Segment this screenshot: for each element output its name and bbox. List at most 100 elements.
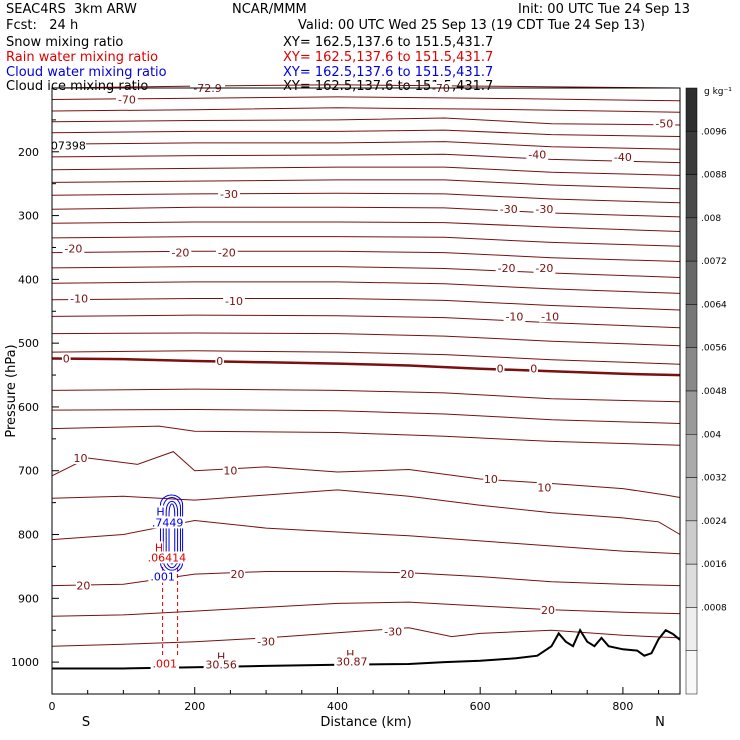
isotherm-label: -40 xyxy=(614,151,632,164)
isotherm-label-background xyxy=(75,579,91,592)
isotherm-line xyxy=(51,107,681,113)
isotherm-line xyxy=(51,425,681,446)
isotherm-line xyxy=(51,571,681,587)
isotherm-line xyxy=(51,129,681,137)
field-xy-snow: XY= 162.5,137.6 to 151.5,431.7 xyxy=(283,35,494,50)
annotation-label: H xyxy=(217,650,225,663)
isotherm-label: -50 xyxy=(655,118,673,131)
colorbar-swatch xyxy=(685,304,698,348)
isotherm-label-background xyxy=(653,117,676,130)
colorbar-label: .0024 xyxy=(701,517,727,527)
isotherm-label: 0 xyxy=(497,363,504,376)
isotherm-label: 20 xyxy=(541,604,555,617)
y-tick-label: 500 xyxy=(18,337,39,350)
isotherm-label: -20 xyxy=(218,247,236,260)
isotherm-line xyxy=(51,179,681,190)
cloud-water-label-background xyxy=(148,570,177,583)
cloud-water-label: .7449 xyxy=(152,516,184,529)
isotherm-line xyxy=(51,388,681,403)
isotherm-label: -10 xyxy=(70,293,88,306)
isotherm-line xyxy=(51,489,681,535)
y-tick-label: 900 xyxy=(18,592,39,605)
isotherm-line xyxy=(51,601,681,617)
isotherm-line xyxy=(51,117,681,126)
isotherm-line xyxy=(51,357,681,377)
forecast-hour: Fcst: 24 h xyxy=(6,18,79,33)
isotherm-line xyxy=(51,266,681,278)
colorbar-unit: g kg⁻¹ xyxy=(704,87,732,97)
isotherm-label: 10 xyxy=(537,481,551,494)
isotherm-label: -70 xyxy=(118,93,136,106)
init-time: Init: 00 UTC Tue 24 Sep 13 xyxy=(518,2,691,17)
isotherm-line xyxy=(51,250,681,262)
colorbar-swatch xyxy=(685,607,698,651)
y-axis-title: Pressure (hPa) xyxy=(4,344,19,437)
annotation-label-background xyxy=(334,655,370,668)
annotation-label: H xyxy=(346,648,354,661)
rain-water-label-background xyxy=(150,657,179,670)
cloud-water-label: H xyxy=(156,506,164,519)
isotherm-label: -10 xyxy=(541,310,559,323)
rain-water-label-background xyxy=(146,551,188,564)
colorbar-label: .0008 xyxy=(701,603,727,613)
valid-time: Valid: 00 UTC Wed 25 Sep 13 (19 CDT Tue … xyxy=(298,18,646,33)
isotherm-label-background xyxy=(539,310,562,323)
colorbar-swatch xyxy=(685,217,698,262)
colorbar-label: .0048 xyxy=(701,387,727,397)
y-tick-label: 700 xyxy=(18,465,39,478)
rain-water-label-background xyxy=(154,541,164,554)
annotation-label-background xyxy=(50,139,86,152)
isotherm-label-background xyxy=(495,362,505,375)
x-tick-label: 600 xyxy=(470,700,491,713)
isotherm-line xyxy=(51,192,681,204)
colorbar-label: .0064 xyxy=(701,300,727,310)
isotherm-label: 20 xyxy=(231,568,245,581)
colorbar-label: .0056 xyxy=(701,344,727,354)
isotherm-line xyxy=(51,96,681,102)
isotherm-line xyxy=(51,350,681,365)
isotherm-label-background xyxy=(116,93,138,106)
colorbar-label: .0088 xyxy=(701,171,727,181)
isotherm-line xyxy=(51,408,681,424)
colorbar-swatch xyxy=(685,434,698,478)
isotherm-label-background xyxy=(72,451,89,464)
isotherm-label-background xyxy=(540,603,556,616)
isotherm-line xyxy=(51,451,681,498)
annotation-label: 07398 xyxy=(51,139,86,152)
isotherm-label-background xyxy=(533,203,556,216)
isotherm-label: -10 xyxy=(225,295,243,308)
isotherm-label-background xyxy=(169,246,192,259)
colorbar-swatch xyxy=(685,650,698,695)
x-tick-label: 0 xyxy=(49,700,56,713)
colorbar-swatch xyxy=(685,260,698,305)
y-tick-label: 400 xyxy=(18,273,39,286)
isotherm-label: -20 xyxy=(535,262,553,275)
isotherm-label-background xyxy=(61,352,71,365)
isotherm-label: -30 xyxy=(257,636,275,649)
isotherm-label: 10 xyxy=(223,465,237,478)
y-tick-label: 300 xyxy=(18,210,39,223)
isotherm-label-background xyxy=(215,246,238,259)
isotherm-label-background xyxy=(503,310,526,323)
annotation-label-background xyxy=(203,658,239,671)
rain-water-label: H xyxy=(155,541,163,554)
isotherm-line xyxy=(51,84,681,89)
field-xy-cloud-water: XY= 162.5,137.6 to 151.5,431.7 xyxy=(283,65,494,80)
isotherm-label: 10 xyxy=(484,473,498,486)
field-label-cloud-water: Cloud water mixing ratio xyxy=(6,65,167,80)
isotherm-label-background xyxy=(223,295,245,308)
isotherm-label-background xyxy=(229,568,246,581)
isotherm-line xyxy=(51,206,681,218)
colorbar-swatch xyxy=(685,520,698,565)
colorbar-swatch xyxy=(685,347,698,392)
rain-water-label: .001 xyxy=(153,657,178,670)
colorbar-swatch xyxy=(685,390,698,435)
isotherm-label: -30 xyxy=(384,625,402,638)
isotherm-label: -10 xyxy=(505,310,523,323)
isotherm-label: -30 xyxy=(500,203,518,216)
isotherm-label: 0 xyxy=(530,363,537,376)
cloud-water-contour xyxy=(168,503,176,565)
isotherm-line xyxy=(51,153,681,164)
x-tick-label: 800 xyxy=(612,700,633,713)
cloud-water-label: .001 xyxy=(150,571,175,584)
